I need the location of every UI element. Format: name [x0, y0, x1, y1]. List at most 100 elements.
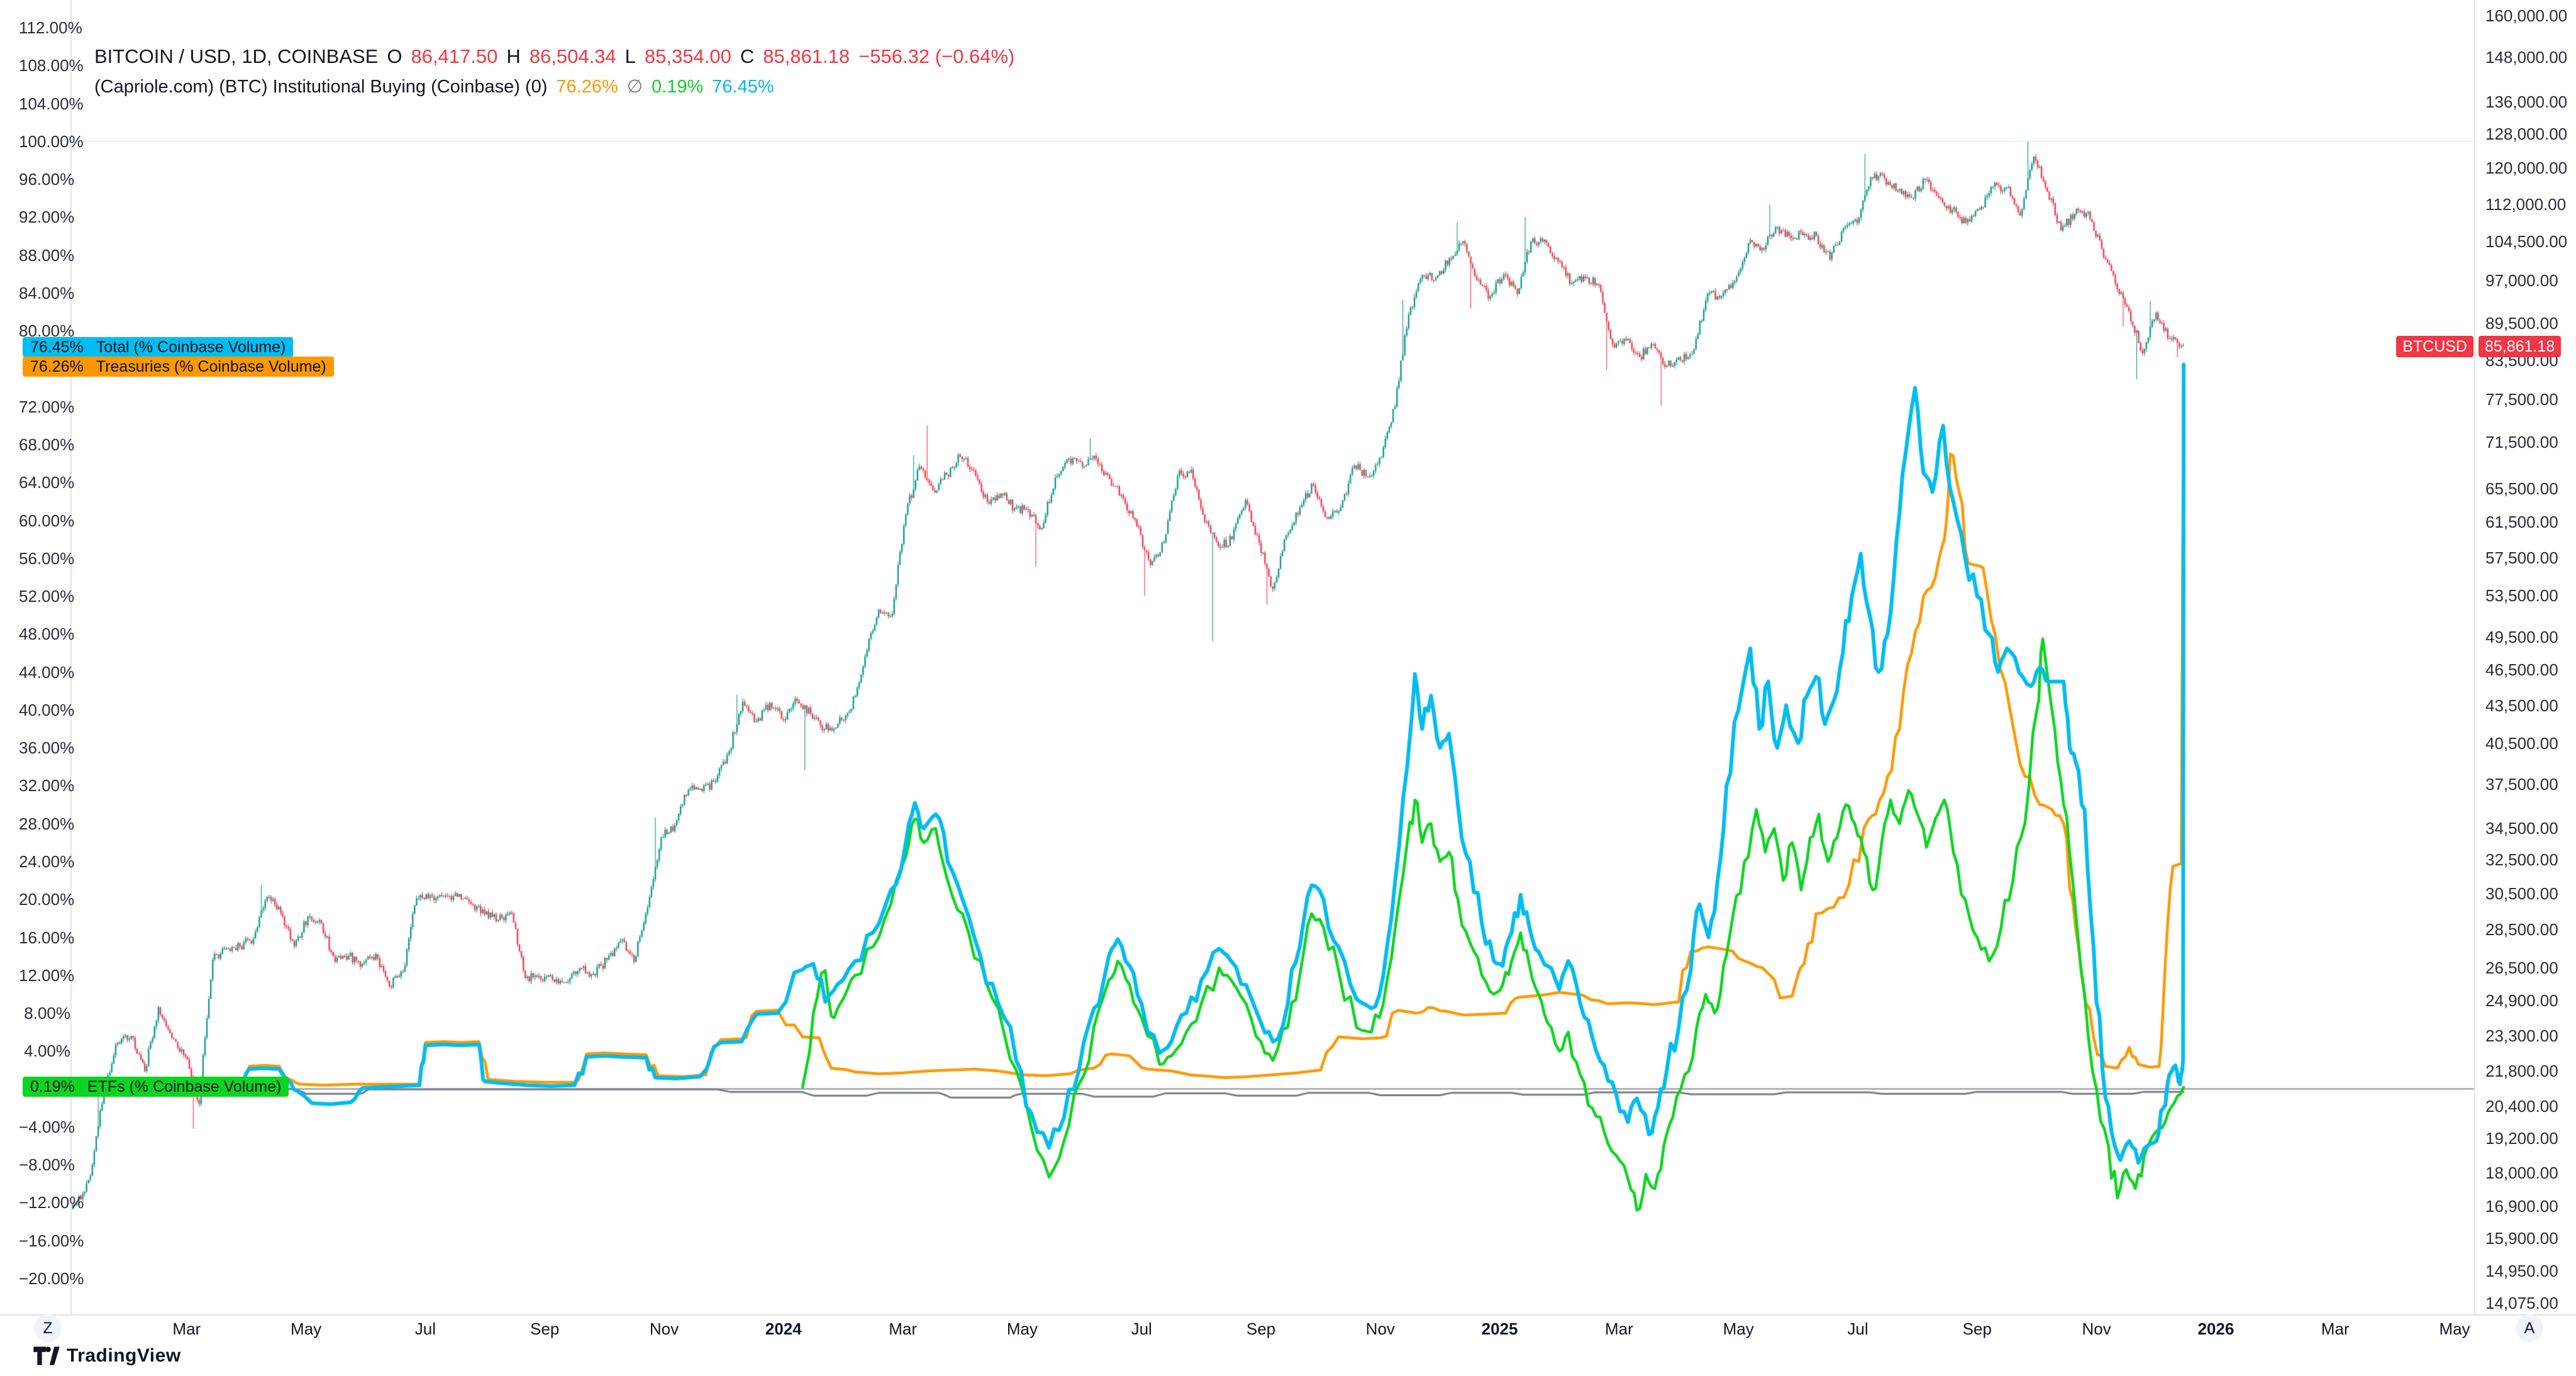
- price-axis-label: 89,500.00: [2485, 314, 2558, 333]
- etfs-series-label: ETFs (% Coinbase Volume): [87, 1077, 282, 1096]
- price-axis-label: 15,900.00: [2485, 1229, 2558, 1248]
- price-axis-label: 120,000.00: [2485, 158, 2568, 178]
- percent-axis-label: −16.00%: [19, 1231, 84, 1250]
- symbol-status-part: BITCOIN / USD, 1D, COINBASE: [94, 45, 379, 67]
- time-axis-label: Jul: [1131, 1319, 1152, 1338]
- time-axis-label: Nov: [2082, 1319, 2111, 1338]
- etfs-series-value: 0.19%: [30, 1077, 75, 1096]
- price-axis-label: 34,500.00: [2485, 818, 2558, 838]
- time-axis-label: 2025: [1481, 1319, 1518, 1338]
- percent-axis-label: 12.00%: [19, 965, 75, 985]
- symbol-tag-badge: BTCUSD: [2396, 336, 2473, 357]
- symbol-ohlc-status-line[interactable]: BITCOIN / USD, 1D, COINBASE O 86,417.50 H 86…: [94, 45, 1023, 68]
- left-scale-border: [70, 0, 72, 1314]
- symbol-status-part: −556.32 (−0.64%): [858, 45, 1015, 67]
- percent-axis-label: 48.00%: [19, 624, 75, 644]
- percent-axis-label: 4.00%: [24, 1041, 70, 1061]
- symbol-status-part: L: [625, 45, 636, 67]
- percent-axis-label: −20.00%: [19, 1268, 84, 1288]
- price-axis-label: 128,000.00: [2485, 124, 2568, 143]
- percent-axis-label: 36.00%: [19, 738, 75, 758]
- scroll-left-button[interactable]: Z: [34, 1314, 62, 1342]
- percent-axis-label: −4.00%: [19, 1117, 75, 1136]
- treasuries-series-label: Treasuries (% Coinbase Volume): [96, 357, 326, 375]
- time-axis-label: Mar: [172, 1319, 201, 1338]
- symbol-status-part: O: [387, 45, 402, 67]
- price-axis-label: 43,500.00: [2485, 696, 2558, 715]
- indicator-status-part: 76.45%: [712, 77, 774, 97]
- percent-axis-label: 32.00%: [19, 776, 75, 796]
- price-axis-label: 136,000.00: [2485, 92, 2568, 111]
- time-axis-label: Mar: [889, 1319, 917, 1338]
- time-axis-label: Nov: [1365, 1319, 1395, 1338]
- price-axis-label: 71,500.00: [2485, 433, 2558, 452]
- total-series-label: Total (% Coinbase Volume): [96, 338, 286, 356]
- percent-axis-label: 64.00%: [19, 473, 75, 492]
- price-axis-label: 61,500.00: [2485, 513, 2558, 532]
- percent-axis-label: 92.00%: [19, 208, 75, 227]
- time-axis-label: Jul: [1847, 1319, 1868, 1338]
- percent-axis-label: 80.00%: [19, 321, 75, 341]
- tradingview-logo[interactable]: TradingView: [33, 1345, 181, 1367]
- indicator-status-part: (Capriole.com) (BTC) Institutional Buyin…: [94, 77, 548, 97]
- price-axis-label: 18,000.00: [2485, 1163, 2558, 1182]
- symbol-status-part: H: [506, 45, 521, 67]
- auto-scale-button[interactable]: A: [2516, 1314, 2543, 1342]
- tradingview-logo-text: TradingView: [67, 1345, 181, 1366]
- price-axis-label: 16,900.00: [2485, 1196, 2558, 1216]
- price-axis-label: 14,075.00: [2485, 1293, 2558, 1312]
- price-axis-label: 65,500.00: [2485, 479, 2558, 498]
- price-axis-label: 20,400.00: [2485, 1097, 2558, 1116]
- time-axis-label: 2026: [2197, 1319, 2235, 1338]
- treasuries-series-value-badge: 76.26% Treasuries (% Coinbase Volume): [23, 357, 334, 377]
- symbol-status-part: 85,354.00: [644, 45, 731, 67]
- total-series-value-badge: 76.45% Total (% Coinbase Volume): [23, 337, 294, 357]
- price-axis-label: 53,500.00: [2485, 586, 2558, 606]
- price-axis-label: 19,200.00: [2485, 1129, 2558, 1148]
- percent-axis-label: 20.00%: [19, 890, 75, 909]
- percent-axis-label: 56.00%: [19, 548, 75, 568]
- time-axis-label: Jul: [414, 1319, 436, 1338]
- symbol-status-part: 86,417.50: [411, 45, 498, 67]
- symbol-status-part: 86,504.34: [529, 45, 616, 67]
- price-axis-label: 28,500.00: [2485, 919, 2558, 939]
- percent-axis-label: 100.00%: [19, 131, 84, 151]
- percent-axis-label: 72.00%: [19, 397, 75, 416]
- time-axis-label: Sep: [530, 1319, 560, 1338]
- time-axis-label: May: [2439, 1319, 2470, 1338]
- indicator-status-line[interactable]: (Capriole.com) (BTC) Institutional Buyin…: [94, 75, 783, 97]
- indicator-status-part: 0.19%: [652, 77, 704, 97]
- price-axis-label: 37,500.00: [2485, 774, 2558, 794]
- price-axis-label: 148,000.00: [2485, 47, 2568, 67]
- time-axis-label: Sep: [1962, 1319, 1992, 1338]
- total-series-value: 76.45%: [30, 338, 84, 356]
- percent-axis-label: 44.00%: [19, 662, 75, 682]
- percent-axis-label: 40.00%: [19, 700, 75, 719]
- indicator-status-part: ∅: [626, 77, 643, 97]
- time-axis-label: 2024: [765, 1319, 802, 1338]
- etfs-series-value-badge: 0.19% ETFs (% Coinbase Volume): [23, 1077, 289, 1097]
- price-axis-label: 14,950.00: [2485, 1261, 2558, 1280]
- time-axis-label: Mar: [2321, 1319, 2350, 1338]
- price-axis-label: 77,500.00: [2485, 390, 2558, 409]
- price-axis-label: 23,300.00: [2485, 1026, 2558, 1046]
- percent-axis-label: 68.00%: [19, 435, 75, 454]
- price-axis-label: 97,000.00: [2485, 271, 2558, 291]
- treasuries-series-value: 76.26%: [30, 357, 84, 375]
- time-axis-label: Nov: [649, 1319, 679, 1338]
- percent-axis-label: 16.00%: [19, 928, 75, 947]
- tradingview-logo-icon: [33, 1346, 60, 1365]
- price-axis-label: 40,500.00: [2485, 733, 2558, 753]
- price-axis-label: 21,800.00: [2485, 1062, 2558, 1081]
- percent-axis-label: 60.00%: [19, 511, 75, 530]
- last-price-badge: 85,861.18: [2479, 336, 2562, 357]
- time-axis-label: May: [1006, 1319, 1038, 1338]
- percent-axis-label: 104.00%: [19, 94, 84, 113]
- time-axis-label: May: [1723, 1319, 1754, 1338]
- percent-axis-label: 108.00%: [19, 56, 84, 75]
- percent-axis-label: 96.00%: [19, 170, 75, 189]
- percent-axis-label: 8.00%: [24, 1004, 70, 1023]
- time-scale-border: [0, 1314, 2576, 1316]
